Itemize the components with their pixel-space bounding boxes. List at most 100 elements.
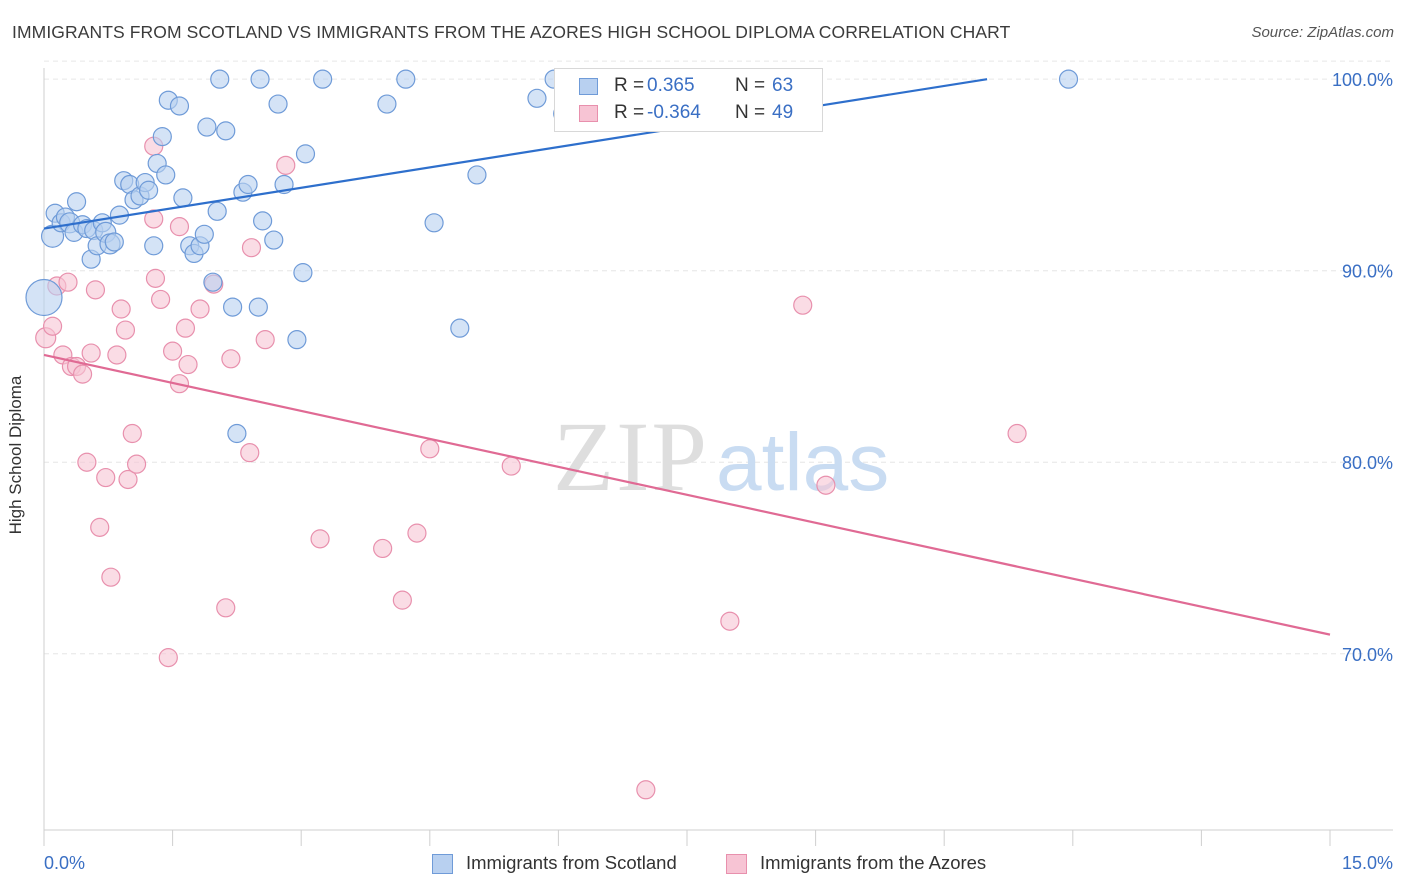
point-azores [111, 299, 131, 319]
point-azores [115, 320, 136, 340]
point-azores [85, 280, 106, 300]
x-tick-label-max: 15.0% [1342, 853, 1393, 873]
point-scotland [104, 232, 124, 252]
point-azores [90, 517, 110, 537]
point-azores [793, 295, 813, 315]
point-azores [144, 209, 164, 229]
point-azores [190, 299, 210, 319]
legend-swatch-scotland [579, 78, 598, 95]
stats-legend: R = 0.365 N = 63 R = -0.364 N = 49 [554, 68, 823, 132]
point-scotland [156, 165, 176, 185]
point-scotland [527, 88, 547, 108]
y-tick-label: 100.0% [1332, 70, 1393, 90]
point-scotland [207, 201, 227, 221]
trend-line-azores [43, 353, 1331, 636]
point-azores [101, 567, 121, 587]
point-azores [58, 272, 78, 292]
point-scotland [144, 236, 164, 256]
point-azores [126, 454, 147, 474]
y-axis-label: High School Diploma [6, 375, 25, 535]
point-azores [407, 523, 427, 543]
legend-r-value-azores: -0.364 [647, 102, 701, 123]
point-azores [373, 538, 393, 559]
legend-n-label: N = [735, 75, 766, 96]
point-scotland [203, 272, 223, 292]
point-azores [392, 590, 412, 610]
zipatlas-watermark: ZIP atlas [553, 401, 889, 512]
point-azores [77, 452, 97, 472]
grid-lines [44, 60, 1393, 655]
point-scotland [467, 165, 487, 185]
series-scotland [25, 69, 1079, 444]
chart-title: IMMIGRANTS FROM SCOTLAND VS IMMIGRANTS F… [12, 22, 1011, 42]
point-scotland [396, 69, 416, 89]
point-scotland [152, 127, 172, 147]
point-azores [42, 316, 63, 336]
legend-swatch-azores [579, 105, 598, 122]
point-azores [816, 475, 836, 495]
point-scotland [268, 94, 288, 114]
point-scotland [216, 121, 236, 141]
point-azores [72, 364, 93, 384]
point-scotland [287, 330, 307, 350]
point-azores [107, 345, 127, 365]
point-azores [241, 238, 262, 258]
point-scotland [25, 278, 63, 317]
point-azores [240, 443, 260, 463]
trend-line-scotland [43, 78, 988, 230]
point-azores [178, 354, 198, 375]
point-azores [96, 467, 116, 488]
point-azores [1007, 423, 1027, 444]
point-scotland [194, 224, 214, 244]
point-scotland [264, 230, 284, 250]
axes [43, 68, 1393, 846]
tick-labels: 70.0% 80.0% 90.0% 100.0% 0.0% 15.0% [44, 70, 1393, 873]
point-azores [122, 423, 142, 444]
point-scotland [173, 188, 193, 208]
legend-n-value-scotland: 63 [772, 75, 794, 96]
point-scotland [210, 69, 230, 89]
watermark-atlas: atlas [716, 417, 889, 508]
point-scotland [66, 192, 87, 212]
legend-r-label: R = [614, 102, 645, 123]
point-azores [150, 289, 171, 310]
point-scotland [313, 69, 333, 89]
point-scotland [248, 297, 268, 317]
point-azores [145, 268, 166, 288]
point-scotland [138, 180, 159, 200]
y-tick-label: 90.0% [1342, 262, 1393, 282]
point-scotland [227, 423, 247, 444]
point-azores [636, 780, 656, 800]
point-scotland [377, 94, 397, 114]
y-tick-label: 70.0% [1342, 645, 1393, 665]
point-azores [221, 349, 241, 369]
trend-lines [43, 78, 1331, 636]
point-scotland [223, 297, 243, 317]
point-azores [175, 318, 196, 338]
bottom-legend-swatch-scotland [432, 854, 453, 874]
point-azores [118, 469, 138, 490]
point-scotland [295, 144, 316, 164]
point-scotland [293, 263, 313, 283]
point-azores [310, 529, 330, 549]
point-scotland [197, 117, 217, 137]
point-azores [420, 439, 440, 459]
point-scotland [238, 174, 258, 195]
bottom-legend-swatch-azores [726, 854, 747, 874]
point-scotland [424, 213, 444, 233]
legend-r-label: R = [614, 75, 645, 96]
point-scotland [250, 69, 270, 89]
legend-n-value-azores: 49 [772, 102, 794, 123]
bottom-legend-label-azores: Immigrants from the Azores [760, 852, 987, 873]
point-scotland [1058, 69, 1079, 89]
point-azores [276, 155, 296, 175]
point-azores [255, 330, 275, 350]
point-azores [216, 598, 236, 618]
point-azores [158, 648, 178, 668]
series-azores [35, 136, 1027, 800]
legend-n-label: N = [735, 102, 766, 123]
point-scotland [169, 96, 190, 116]
x-tick-label-min: 0.0% [44, 853, 85, 873]
legend-r-value-scotland: 0.365 [647, 75, 695, 96]
